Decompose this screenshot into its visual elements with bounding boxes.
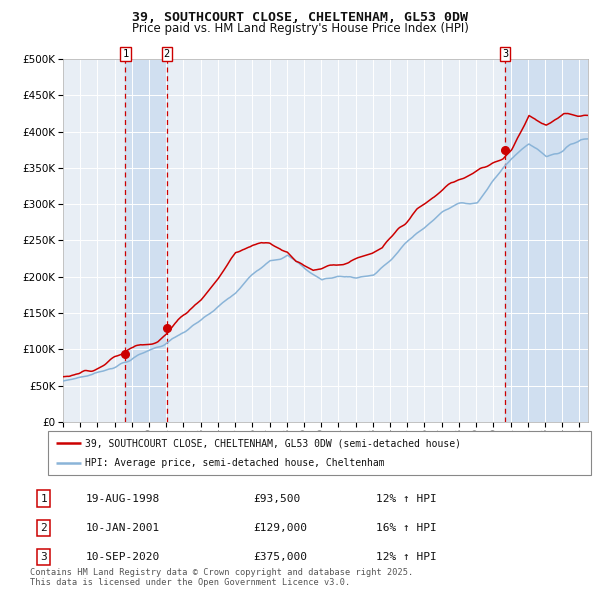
Text: 12% ↑ HPI: 12% ↑ HPI	[376, 552, 437, 562]
Text: HPI: Average price, semi-detached house, Cheltenham: HPI: Average price, semi-detached house,…	[85, 458, 385, 467]
Text: 1: 1	[41, 494, 47, 503]
Text: 19-AUG-1998: 19-AUG-1998	[86, 494, 160, 503]
Text: 2: 2	[41, 523, 47, 533]
Text: 3: 3	[41, 552, 47, 562]
Text: 3: 3	[502, 49, 508, 59]
Text: 2: 2	[164, 49, 170, 59]
Text: 39, SOUTHCOURT CLOSE, CHELTENHAM, GL53 0DW (semi-detached house): 39, SOUTHCOURT CLOSE, CHELTENHAM, GL53 0…	[85, 438, 461, 448]
Text: £375,000: £375,000	[253, 552, 307, 562]
Text: 39, SOUTHCOURT CLOSE, CHELTENHAM, GL53 0DW: 39, SOUTHCOURT CLOSE, CHELTENHAM, GL53 0…	[132, 11, 468, 24]
Text: 1: 1	[122, 49, 128, 59]
Text: Contains HM Land Registry data © Crown copyright and database right 2025.
This d: Contains HM Land Registry data © Crown c…	[30, 568, 413, 587]
Text: 12% ↑ HPI: 12% ↑ HPI	[376, 494, 437, 503]
Text: 10-JAN-2001: 10-JAN-2001	[86, 523, 160, 533]
Bar	[125, 59, 167, 422]
Text: Price paid vs. HM Land Registry's House Price Index (HPI): Price paid vs. HM Land Registry's House …	[131, 22, 469, 35]
FancyBboxPatch shape	[48, 431, 591, 475]
Text: £129,000: £129,000	[253, 523, 307, 533]
Text: 16% ↑ HPI: 16% ↑ HPI	[376, 523, 437, 533]
Bar	[505, 59, 588, 422]
Text: £93,500: £93,500	[253, 494, 301, 503]
Text: 10-SEP-2020: 10-SEP-2020	[86, 552, 160, 562]
